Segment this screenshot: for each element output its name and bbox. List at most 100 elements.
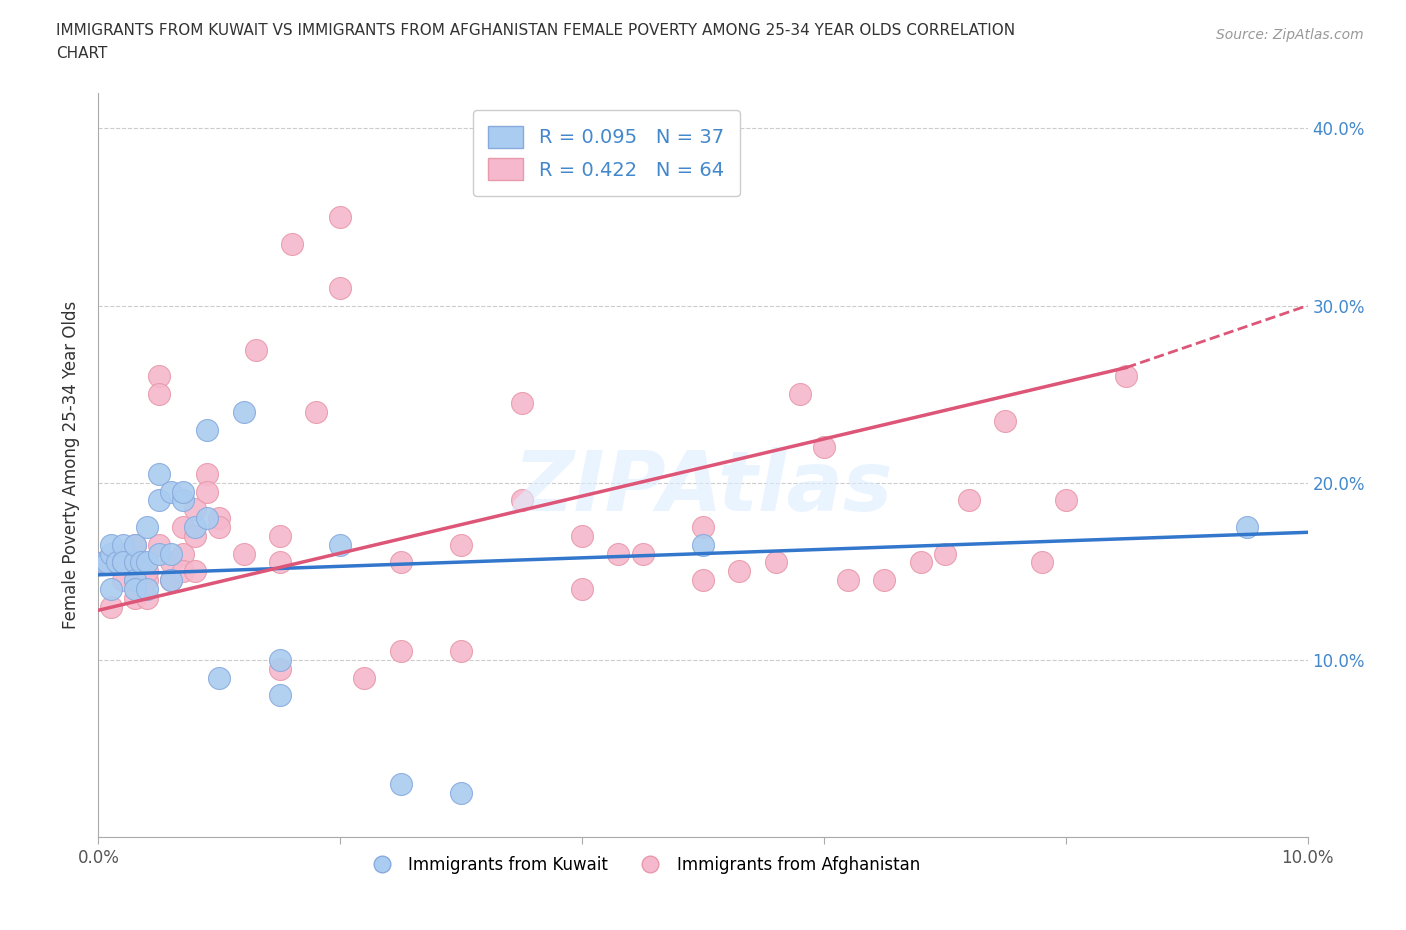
Point [245,342,267,357]
Point [269,661,291,676]
Point [269,653,291,668]
Legend: Immigrants from Kuwait, Immigrants from Afghanistan: Immigrants from Kuwait, Immigrants from … [359,849,927,881]
Point [269,555,291,570]
Point [148,387,170,402]
Point [957,493,980,508]
Point [329,281,352,296]
Point [353,671,375,685]
Point [837,573,859,588]
Text: CHART: CHART [56,46,108,61]
Point [135,555,157,570]
Point [129,555,152,570]
Point [124,538,146,552]
Point [93,555,115,570]
Y-axis label: Female Poverty Among 25-34 Year Olds: Female Poverty Among 25-34 Year Olds [62,301,80,629]
Point [135,520,157,535]
Point [1115,369,1137,384]
Point [160,485,183,499]
Point [813,440,835,455]
Point [184,528,207,543]
Point [148,369,170,384]
Point [208,671,231,685]
Point [510,493,533,508]
Point [631,546,654,561]
Point [111,555,134,570]
Point [389,644,412,658]
Point [305,405,328,419]
Point [329,538,352,552]
Point [692,538,714,552]
Point [172,546,194,561]
Point [111,546,134,561]
Point [232,546,254,561]
Point [607,546,630,561]
Point [111,573,134,588]
Point [195,422,218,437]
Point [208,520,231,535]
Point [208,511,231,525]
Point [105,555,128,570]
Point [389,777,412,791]
Point [1236,520,1258,535]
Point [1054,493,1077,508]
Point [124,581,146,596]
Point [105,555,128,570]
Point [728,564,751,578]
Point [160,555,183,570]
Point [160,573,183,588]
Point [100,546,122,561]
Point [281,236,304,251]
Point [100,581,122,596]
Point [111,555,134,570]
Point [160,573,183,588]
Point [195,485,218,499]
Point [692,520,714,535]
Point [195,511,218,525]
Point [571,581,593,596]
Point [100,599,122,614]
Point [111,538,134,552]
Point [1031,555,1053,570]
Point [172,485,194,499]
Point [510,395,533,410]
Point [124,573,146,588]
Point [124,538,146,552]
Point [232,405,254,419]
Point [172,520,194,535]
Point [994,413,1017,428]
Point [329,209,352,224]
Point [450,785,472,800]
Point [148,538,170,552]
Text: ZIPAtlas: ZIPAtlas [513,446,893,528]
Point [124,573,146,588]
Point [195,467,218,482]
Point [172,493,194,508]
Point [124,591,146,605]
Point [172,564,194,578]
Point [111,555,134,570]
Point [450,644,472,658]
Point [135,564,157,578]
Point [389,555,412,570]
Point [124,555,146,570]
Point [269,688,291,703]
Point [100,538,122,552]
Point [100,555,122,570]
Point [184,502,207,517]
Point [934,546,956,561]
Point [148,493,170,508]
Text: IMMIGRANTS FROM KUWAIT VS IMMIGRANTS FROM AFGHANISTAN FEMALE POVERTY AMONG 25-34: IMMIGRANTS FROM KUWAIT VS IMMIGRANTS FRO… [56,23,1015,38]
Point [96,555,118,570]
Point [135,581,157,596]
Point [148,546,170,561]
Point [124,555,146,570]
Point [160,546,183,561]
Point [789,387,811,402]
Point [148,467,170,482]
Point [450,538,472,552]
Point [910,555,932,570]
Point [184,520,207,535]
Point [571,528,593,543]
Point [93,555,115,570]
Point [765,555,787,570]
